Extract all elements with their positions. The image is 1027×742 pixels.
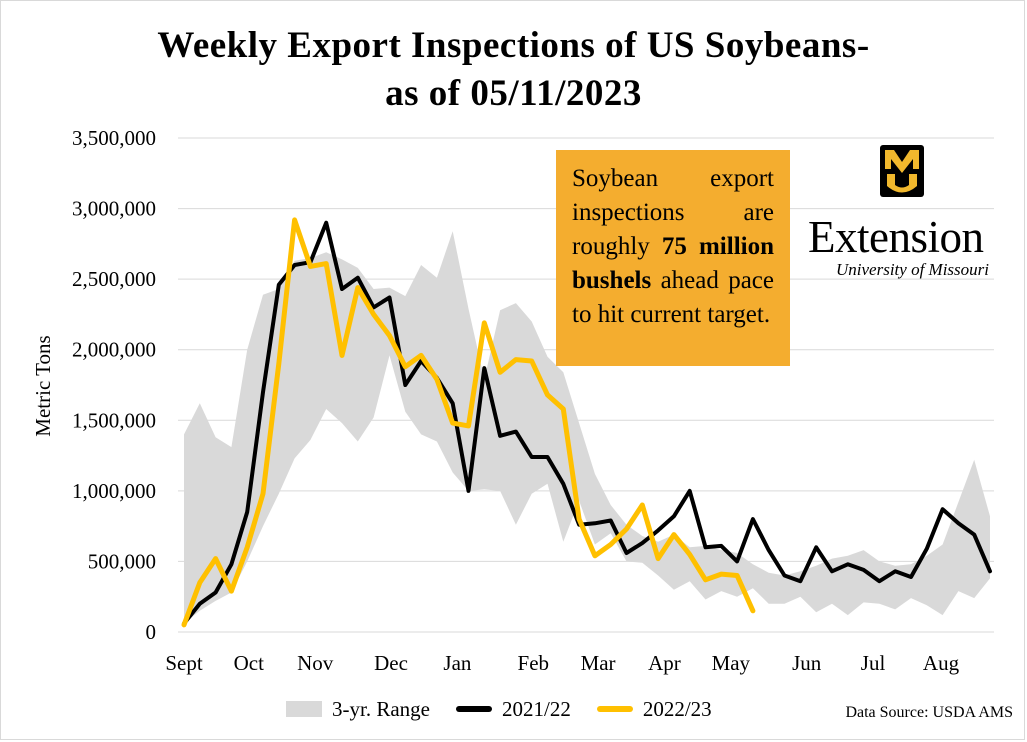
x-tick-label: Jul: [861, 651, 886, 675]
x-tick-label: Jun: [792, 651, 822, 675]
x-tick-label: Apr: [648, 651, 681, 675]
legend-item-2021-22: 2021/22: [455, 696, 571, 722]
chart-title: Weekly Export Inspections of US Soybeans…: [0, 22, 1027, 118]
chart-title-line-2: as of 05/11/2023: [385, 73, 642, 114]
y-axis-label: Metric Tons: [31, 335, 55, 436]
callout-bold-text: 75 million bushels: [572, 233, 774, 294]
y-tick-label: 1,500,000: [72, 408, 156, 432]
extension-wordmark: Extension: [808, 212, 984, 262]
x-tick-label: Dec: [374, 651, 408, 675]
legend: 3-yr. Range 2021/22 2022/23: [286, 696, 738, 722]
data-source: Data Source: USDA AMS: [845, 704, 1013, 721]
callout-text-2: ahead pace to hit current target.: [572, 267, 774, 328]
callout-box: Soybean export inspections are roughly 7…: [556, 150, 790, 366]
x-tick-label: Sept: [165, 651, 203, 675]
legend-swatch-range: [286, 701, 322, 717]
x-tick-label: Aug: [923, 651, 960, 675]
y-tick-label: 2,500,000: [72, 267, 156, 291]
series-line-2022-23: [181, 217, 756, 628]
legend-label-range: 3-yr. Range: [332, 696, 430, 721]
legend-item-range: 3-yr. Range: [286, 697, 430, 722]
series-lines-group: [181, 217, 992, 628]
x-tick-label: May: [712, 651, 751, 675]
y-tick-labels: 0 500,000 1,000,000 1,500,000 2,000,000 2,500…: [72, 126, 156, 644]
y-tick-label: 1,000,000: [72, 479, 156, 503]
callout-text-1: Soybean export inspections are roughly: [572, 165, 774, 260]
y-tick-label: 2,000,000: [72, 338, 156, 362]
x-tick-label: Feb: [518, 651, 550, 675]
y-tick-label: 0: [146, 620, 157, 644]
y-tick-label: 500,000: [88, 549, 156, 573]
x-tick-label: Jan: [443, 651, 471, 675]
legend-label-2021-22: 2021/22: [501, 696, 571, 721]
x-tick-label: Oct: [234, 651, 264, 675]
chart-title-line-1: Weekly Export Inspections of US Soybeans…: [157, 25, 870, 66]
legend-item-2022-23: 2022/23: [596, 696, 712, 722]
legend-swatch-2022-23: [596, 706, 633, 712]
x-tick-labels: Sept Oct Nov Dec Jan Feb Mar Apr May Jun Jul Aug: [165, 651, 959, 675]
y-tick-label: 3,500,000: [72, 126, 156, 150]
legend-label-2022-23: 2022/23: [642, 696, 712, 721]
mizzou-logo-icon: [880, 145, 924, 197]
university-subtitle: University of Missouri: [836, 260, 989, 279]
x-tick-label: Mar: [581, 651, 616, 675]
y-tick-label: 3,000,000: [72, 197, 156, 221]
legend-swatch-2021-22: [455, 706, 492, 712]
x-tick-label: Nov: [297, 651, 334, 675]
series-line-2021-22: [182, 220, 992, 626]
